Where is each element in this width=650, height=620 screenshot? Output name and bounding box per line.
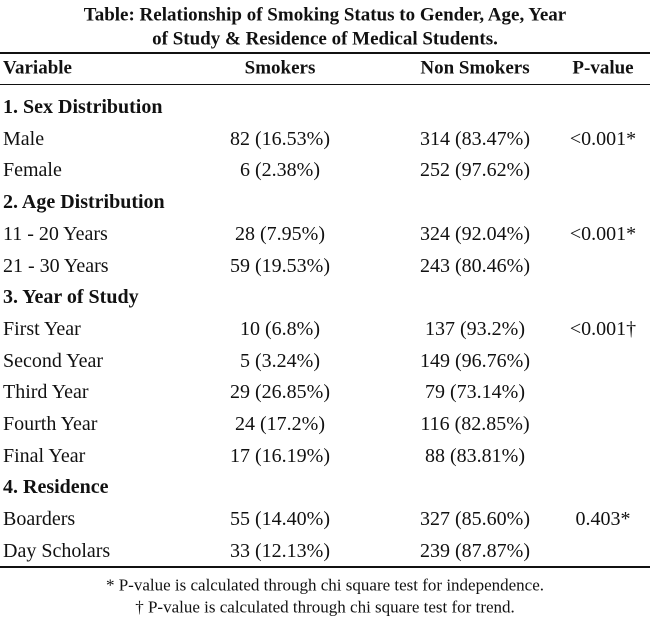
section-heading: 3. Year of Study — [3, 286, 139, 309]
cell: 79 (73.14%) — [425, 381, 525, 404]
row-label: Boarders — [3, 508, 76, 531]
section-heading: 4. Residence — [3, 476, 109, 499]
cell: 5 (3.24%) — [240, 349, 320, 372]
rule — [0, 566, 650, 568]
column-header: P-value — [572, 57, 634, 79]
table-title: Table: Relationship of Smoking Status to… — [83, 4, 567, 26]
cell: 239 (87.87%) — [420, 539, 530, 562]
column-header: Variable — [3, 57, 72, 79]
footnote: * P-value is calculated through chi squa… — [105, 575, 545, 595]
row-label: 11 - 20 Years — [3, 222, 108, 245]
row-label: Final Year — [3, 444, 86, 467]
cell: 324 (92.04%) — [420, 222, 530, 245]
rule — [0, 52, 650, 54]
cell: 28 (7.95%) — [235, 222, 325, 245]
cell: 149 (96.76%) — [420, 349, 530, 372]
row-label: Male — [3, 127, 45, 150]
row-label: Second Year — [3, 349, 103, 372]
column-header: Smokers — [244, 57, 316, 79]
rule — [0, 84, 650, 85]
cell: 327 (85.60%) — [420, 508, 530, 531]
cell: 88 (83.81%) — [425, 444, 525, 467]
cell: 33 (12.13%) — [230, 539, 330, 562]
row-label: Fourth Year — [3, 413, 98, 435]
cell: 6 (2.38%) — [240, 159, 320, 182]
table-title: of Study & Residence of Medical Students… — [152, 28, 498, 50]
cell: 17 (16.19%) — [230, 444, 330, 467]
cell: 314 (83.47%) — [420, 127, 530, 150]
cell: 243 (80.46%) — [420, 254, 530, 277]
cell: 24 (17.2%) — [235, 413, 325, 435]
row-label: Third Year — [3, 381, 89, 404]
cell: <0.001* — [569, 127, 637, 150]
cell: 29 (26.85%) — [230, 381, 330, 404]
footnote: † P-value is calculated through chi squa… — [135, 597, 515, 617]
row-label: Day Scholars — [3, 539, 111, 562]
row-label: Female — [3, 159, 62, 182]
cell: 82 (16.53%) — [230, 127, 330, 150]
cell: 55 (14.40%) — [230, 508, 330, 531]
cell: 116 (82.85%) — [420, 413, 530, 435]
cell: 59 (19.53%) — [230, 254, 330, 277]
cell: 137 (93.2%) — [425, 317, 525, 340]
row-label: First Year — [3, 317, 81, 340]
cell: 0.403* — [575, 508, 631, 531]
row-label: 21 - 30 Years — [3, 254, 109, 277]
section-heading: 2. Age Distribution — [3, 191, 165, 214]
column-header: Non Smokers — [420, 57, 530, 79]
cell: 252 (97.62%) — [420, 159, 530, 182]
cell: 10 (6.8%) — [240, 317, 320, 340]
section-heading: 1. Sex Distribution — [3, 96, 163, 118]
cell: <0.001* — [569, 222, 637, 245]
cell: <0.001† — [569, 317, 637, 340]
